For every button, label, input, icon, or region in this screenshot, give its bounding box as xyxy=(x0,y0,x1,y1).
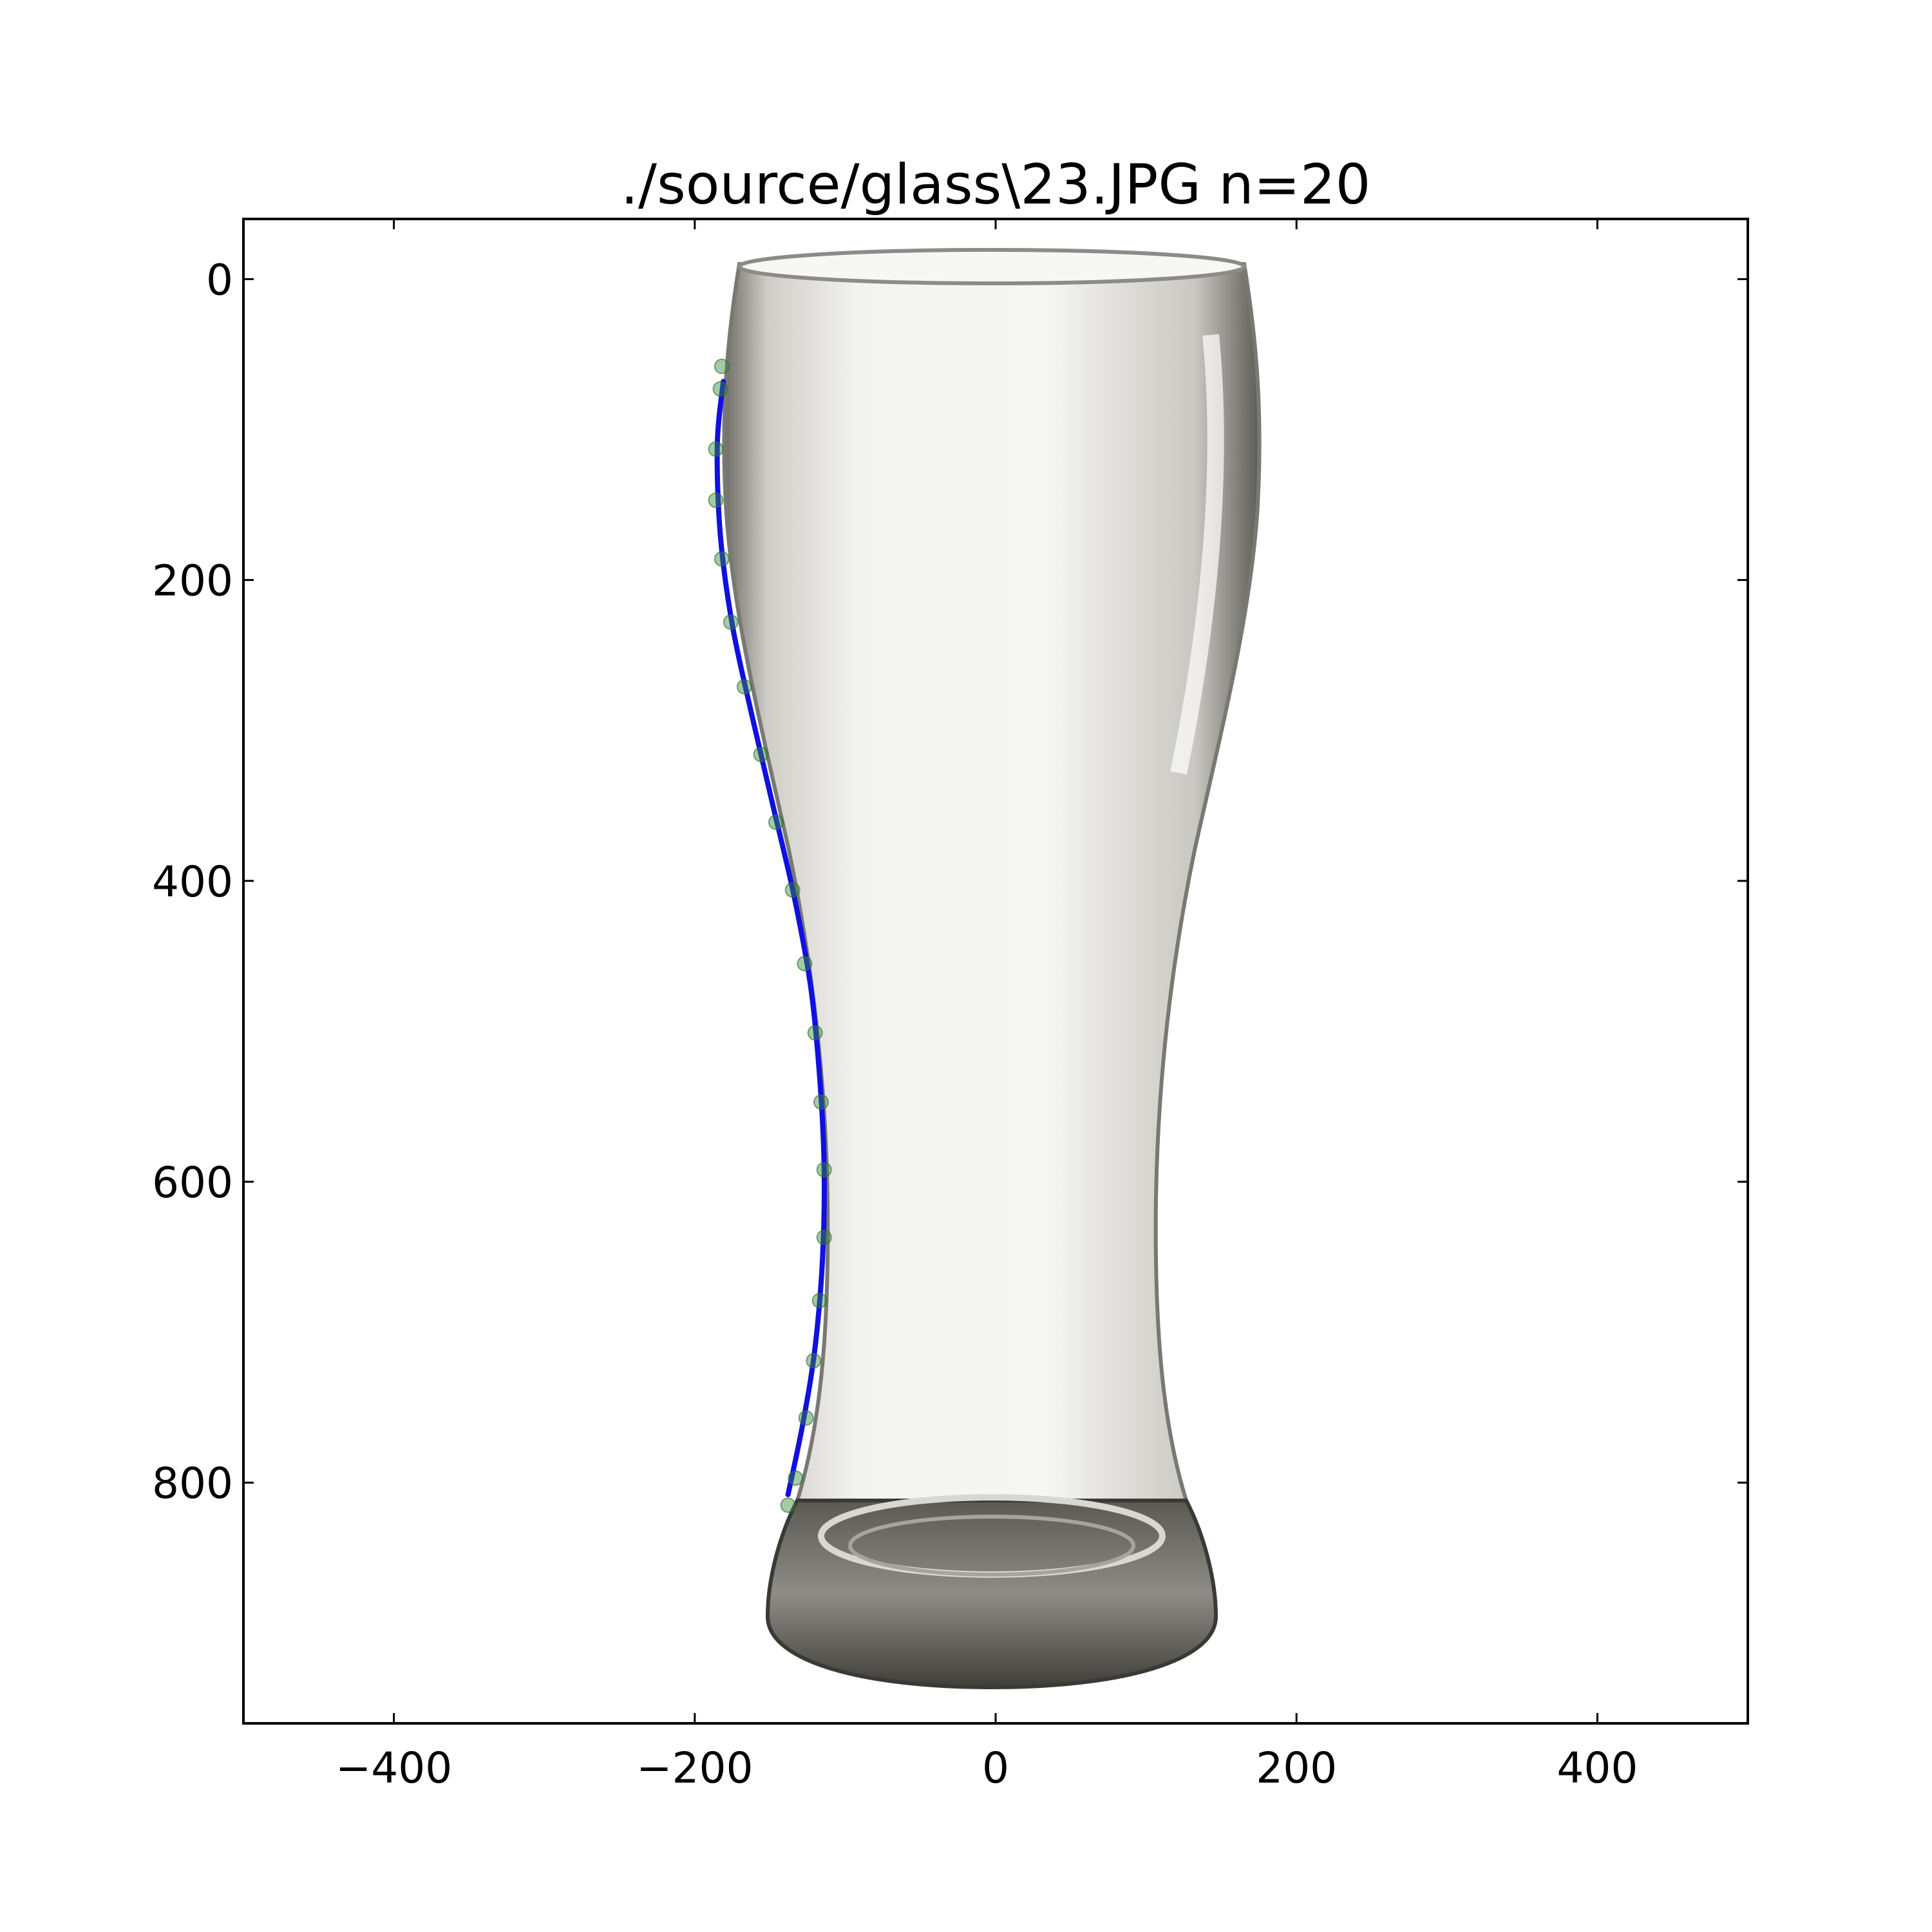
data-point xyxy=(714,358,730,374)
data-point xyxy=(798,1410,814,1426)
data-point xyxy=(788,1470,804,1486)
y-tick-label: 0 xyxy=(206,255,233,305)
data-point xyxy=(813,1094,829,1110)
x-axis: −400 −200 0 200 400 xyxy=(336,219,1638,1793)
data-point xyxy=(712,381,728,397)
data-point xyxy=(806,1353,822,1369)
x-tick-label: 200 xyxy=(1256,1743,1337,1793)
data-point xyxy=(736,679,752,695)
x-tick-label: −400 xyxy=(336,1743,452,1793)
data-point xyxy=(753,746,769,762)
chart-title: ./source/glass\23.JPG n=20 xyxy=(621,153,1371,217)
data-point xyxy=(816,1162,832,1178)
y-tick-label: 200 xyxy=(152,556,233,606)
data-point xyxy=(714,551,730,567)
data-point xyxy=(807,1025,823,1041)
data-point xyxy=(797,956,813,972)
series-layer xyxy=(708,358,832,1513)
data-point xyxy=(723,614,739,630)
x-tick-label: 0 xyxy=(982,1743,1009,1793)
data-point xyxy=(708,492,724,508)
data-point xyxy=(708,441,724,457)
data-point xyxy=(811,1293,828,1309)
y-axis: 0 200 400 600 800 xyxy=(152,255,1748,1508)
data-point xyxy=(784,882,800,898)
glass-highlight xyxy=(1170,334,1224,775)
fit-curve xyxy=(714,379,827,1497)
glass-image xyxy=(722,248,1262,1690)
glass-rim xyxy=(737,248,1246,285)
x-tick-label: 400 xyxy=(1557,1743,1638,1793)
glass-base xyxy=(765,1499,1218,1690)
glass-base-ring-inner xyxy=(848,1515,1135,1577)
y-tick-label: 600 xyxy=(152,1158,233,1208)
x-tick-label: −200 xyxy=(636,1743,753,1793)
y-tick-label: 800 xyxy=(152,1459,233,1508)
y-tick-label: 400 xyxy=(152,857,233,907)
data-point xyxy=(780,1497,796,1513)
plot-area xyxy=(708,248,1262,1690)
data-point xyxy=(816,1229,832,1245)
data-point xyxy=(768,814,784,830)
